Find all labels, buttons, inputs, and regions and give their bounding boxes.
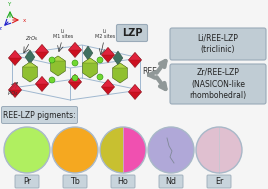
Polygon shape — [23, 62, 38, 67]
Text: Nd: Nd — [166, 177, 177, 186]
Polygon shape — [9, 50, 21, 66]
Polygon shape — [35, 44, 49, 52]
Circle shape — [49, 57, 55, 63]
Text: Zr/REE-LZP
(NASICON-like
rhombohedral): Zr/REE-LZP (NASICON-like rhombohedral) — [189, 68, 247, 100]
Polygon shape — [9, 50, 21, 58]
Polygon shape — [51, 56, 65, 61]
FancyBboxPatch shape — [111, 175, 135, 188]
Polygon shape — [102, 47, 114, 55]
Polygon shape — [51, 56, 65, 76]
Text: Li
M2 sites: Li M2 sites — [95, 29, 115, 39]
FancyBboxPatch shape — [117, 25, 147, 42]
Circle shape — [72, 75, 78, 81]
Polygon shape — [35, 44, 49, 60]
Text: Ho: Ho — [118, 177, 128, 186]
Polygon shape — [69, 43, 81, 50]
Polygon shape — [35, 77, 49, 84]
Text: $ZrO_6$: $ZrO_6$ — [25, 34, 39, 43]
Polygon shape — [128, 53, 142, 67]
Circle shape — [49, 77, 55, 83]
Polygon shape — [9, 83, 21, 90]
Text: Y: Y — [8, 2, 11, 7]
Text: Pr: Pr — [23, 177, 31, 186]
Polygon shape — [25, 50, 35, 64]
Polygon shape — [102, 47, 114, 63]
Polygon shape — [113, 63, 127, 83]
Text: REE-LZP pigments:: REE-LZP pigments: — [3, 111, 75, 119]
Polygon shape — [128, 84, 142, 92]
Polygon shape — [83, 58, 97, 63]
Polygon shape — [113, 63, 127, 68]
Wedge shape — [219, 127, 242, 173]
Wedge shape — [123, 127, 146, 173]
Wedge shape — [196, 127, 219, 173]
FancyBboxPatch shape — [2, 106, 77, 123]
Text: Tb: Tb — [70, 177, 80, 186]
Circle shape — [97, 74, 103, 80]
Circle shape — [97, 57, 103, 63]
FancyBboxPatch shape — [170, 64, 266, 104]
Text: z: z — [0, 26, 1, 31]
FancyBboxPatch shape — [170, 28, 266, 60]
Text: Li/REE-LZP
(triclinic): Li/REE-LZP (triclinic) — [198, 34, 239, 54]
Circle shape — [148, 127, 194, 173]
Text: Er: Er — [215, 177, 223, 186]
FancyBboxPatch shape — [63, 175, 87, 188]
Polygon shape — [83, 46, 93, 60]
FancyBboxPatch shape — [159, 175, 183, 188]
Polygon shape — [113, 51, 123, 65]
Text: Li
M1 sites: Li M1 sites — [53, 29, 73, 39]
FancyBboxPatch shape — [15, 175, 39, 188]
Polygon shape — [128, 84, 142, 99]
Polygon shape — [102, 80, 114, 87]
FancyBboxPatch shape — [207, 175, 231, 188]
Polygon shape — [35, 77, 49, 91]
Polygon shape — [83, 58, 97, 78]
Text: $PO_4$: $PO_4$ — [7, 89, 18, 98]
Polygon shape — [102, 80, 114, 94]
Circle shape — [4, 127, 50, 173]
Polygon shape — [69, 43, 81, 57]
Text: x: x — [23, 18, 26, 22]
Circle shape — [72, 60, 78, 66]
Text: LZP: LZP — [122, 28, 142, 38]
Wedge shape — [100, 127, 123, 173]
Polygon shape — [128, 53, 142, 60]
Polygon shape — [9, 83, 21, 98]
Circle shape — [52, 127, 98, 173]
Text: REE: REE — [143, 67, 157, 77]
Polygon shape — [69, 74, 81, 82]
Polygon shape — [23, 62, 37, 82]
Polygon shape — [69, 74, 81, 90]
